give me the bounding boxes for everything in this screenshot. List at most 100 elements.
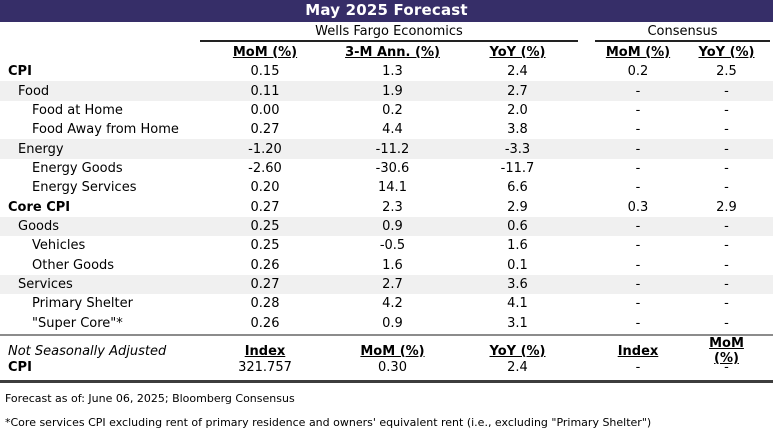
table-row-energy: Energy -1.20 -11.2 -3.3 - - [0, 139, 773, 159]
table-row-cpi: CPI 0.15 1.3 2.4 0.2 2.5 [0, 62, 773, 81]
cell: 2.9 [507, 199, 528, 215]
cell: - [724, 122, 729, 138]
cell: 3.8 [507, 122, 528, 138]
cell: - [635, 257, 641, 273]
cell: 4.1 [507, 296, 528, 312]
table-row-services: Services 0.27 2.7 3.6 - - [0, 274, 773, 295]
cell: - [635, 160, 641, 176]
cell: 0.1 [507, 257, 528, 273]
row-label: CPI [8, 360, 32, 376]
row-label: Energy Goods [32, 160, 123, 176]
cell: 2.5 [716, 64, 737, 80]
cell: 2.7 [382, 277, 403, 293]
row-label: Services [18, 277, 73, 293]
cell: - [724, 296, 729, 312]
cell: - [635, 315, 641, 331]
row-label: Food Away from Home [32, 122, 179, 138]
cell: 0.2 [627, 64, 649, 80]
cell: 3.6 [507, 277, 528, 293]
cell: 0.00 [250, 102, 280, 118]
row-label: Vehicles [32, 238, 86, 254]
table-row-primary-shelter: Primary Shelter 0.28 4.2 4.1 - - [0, 294, 773, 313]
cell: -30.6 [375, 160, 410, 176]
cell: -11.7 [500, 160, 535, 176]
nsa-column-header-mom: MoM (%) [360, 343, 425, 359]
row-label: CPI [8, 64, 32, 80]
cell: - [724, 180, 729, 196]
cell: 0.28 [250, 296, 280, 312]
footnote-super-core: *Core services CPI excluding rent of pri… [5, 416, 652, 429]
cell: - [635, 360, 641, 376]
cell: 0.9 [382, 315, 403, 331]
cell: - [724, 83, 729, 99]
cell: 0.27 [250, 122, 280, 138]
cell: 0.3 [627, 199, 649, 215]
cell: 2.7 [507, 83, 528, 99]
table-row-core-cpi: Core CPI 0.27 2.3 2.9 0.3 2.9 [0, 198, 773, 217]
cell: - [724, 277, 729, 293]
cell: 0.26 [250, 315, 280, 331]
nsa-column-header-yoy: YoY (%) [489, 343, 546, 359]
cell: - [724, 160, 729, 176]
column-header-3m-ann: 3-M Ann. (%) [345, 44, 440, 60]
cell: 1.9 [382, 83, 403, 99]
row-label: Food at Home [32, 102, 123, 118]
cell: 1.6 [507, 238, 528, 254]
cell: - [724, 315, 729, 331]
column-header-consensus-mom: MoM (%) [605, 44, 671, 60]
cell: -1.20 [248, 141, 282, 157]
cell: - [635, 180, 641, 196]
table-row-super-core: "Super Core"* 0.26 0.9 3.1 - - [0, 314, 773, 333]
nsa-section-label: Not Seasonally Adjusted [8, 343, 167, 359]
cell: - [724, 219, 729, 235]
cell: - [635, 277, 641, 293]
nsa-data-row: CPI 321.757 0.30 2.4 - - [0, 357, 773, 378]
cell: -2.60 [248, 160, 282, 176]
table-row-goods: Goods 0.25 0.9 0.6 - - [0, 216, 773, 237]
cell: 0.20 [250, 180, 280, 196]
cell: -11.2 [375, 141, 410, 157]
group-header-row: Wells Fargo Economics Consensus [0, 22, 773, 42]
cell: -3.3 [504, 141, 531, 157]
cell: 0.27 [250, 277, 280, 293]
cell: 4.2 [382, 296, 403, 312]
cell: - [724, 238, 729, 254]
cell: 0.9 [382, 219, 403, 235]
cell: 2.9 [716, 199, 737, 215]
cell: 4.4 [382, 122, 403, 138]
table-row-energy-goods: Energy Goods -2.60 -30.6 -11.7 - - [0, 159, 773, 178]
row-label: Energy [18, 141, 64, 157]
cell: - [724, 102, 729, 118]
row-label: Energy Services [32, 180, 137, 196]
row-label: Food [18, 83, 50, 99]
nsa-header-row: Not Seasonally Adjusted Index MoM (%) Yo… [0, 336, 773, 366]
cell: - [724, 141, 729, 157]
cell: 14.1 [378, 180, 407, 196]
table-row-food-away: Food Away from Home 0.27 4.4 3.8 - - [0, 120, 773, 139]
cell: - [635, 83, 641, 99]
cell: 6.6 [507, 180, 528, 196]
cell: -0.5 [379, 238, 406, 254]
cell: 2.4 [507, 64, 528, 80]
column-header-consensus-yoy: YoY (%) [698, 44, 755, 60]
table-title: May 2025 Forecast [0, 0, 773, 22]
nsa-column-header-consensus-index: Index [617, 343, 659, 359]
cell: 1.3 [382, 64, 403, 80]
table-row-vehicles: Vehicles 0.25 -0.5 1.6 - - [0, 236, 773, 255]
table-row-energy-services: Energy Services 0.20 14.1 6.6 - - [0, 178, 773, 197]
cell: 2.0 [507, 102, 528, 118]
cell: 0.11 [250, 83, 280, 99]
cell: 1.6 [382, 257, 403, 273]
row-label: Primary Shelter [32, 296, 133, 312]
row-label: "Super Core"* [32, 315, 123, 331]
column-header-mom: MoM (%) [232, 44, 298, 60]
row-label: Goods [18, 219, 60, 235]
cell: - [724, 257, 729, 273]
cell: 0.25 [250, 219, 280, 235]
cell: 0.30 [378, 360, 407, 376]
cell: 0.25 [250, 238, 280, 254]
column-header-yoy: YoY (%) [489, 44, 546, 60]
column-header-row: MoM (%) 3-M Ann. (%) YoY (%) MoM (%) YoY… [0, 42, 773, 62]
cell: - [635, 102, 641, 118]
